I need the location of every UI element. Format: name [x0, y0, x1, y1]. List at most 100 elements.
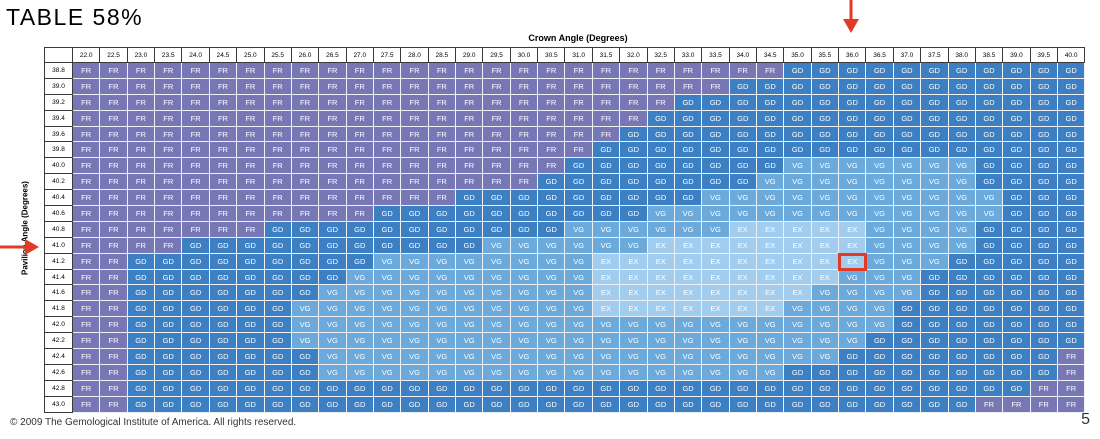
- grade-cell: GD: [264, 285, 292, 302]
- grade-cell: FR: [100, 174, 128, 191]
- grade-cell: VG: [756, 206, 785, 222]
- crown-angle-header: 23.5: [155, 48, 183, 63]
- grade-cell: VG: [428, 349, 457, 365]
- grade-cell: FR: [291, 142, 320, 159]
- grade-cell: GD: [291, 221, 320, 238]
- grade-cell: FR: [264, 94, 292, 111]
- grade-cell: GD: [1003, 333, 1031, 350]
- grade-cell: GD: [948, 126, 976, 143]
- grade-cell: FR: [100, 142, 128, 159]
- grade-cell: EX: [592, 285, 621, 302]
- grade-cell: GD: [182, 269, 210, 286]
- grade-cell: FR: [209, 190, 238, 207]
- grade-cell: GD: [893, 396, 922, 413]
- grade-cell: VG: [483, 237, 511, 254]
- grade-cell: FR: [428, 190, 457, 207]
- grade-cell: FR: [456, 142, 484, 159]
- grade-cell: VG: [921, 174, 949, 191]
- grade-cell: EX: [620, 253, 648, 270]
- grade-cell: EX: [784, 237, 812, 254]
- grade-cell: FR: [538, 110, 566, 127]
- grade-cell: VG: [784, 190, 812, 207]
- grade-cell: VG: [893, 190, 922, 207]
- grade-cell: EX: [647, 237, 675, 254]
- grade-cell: VG: [373, 285, 402, 302]
- grade-cell: GD: [428, 221, 457, 238]
- grade-cell: GD: [373, 380, 402, 397]
- grade-cell: GD: [729, 78, 757, 95]
- grade-cell: GD: [729, 110, 757, 127]
- grade-cell: GD: [592, 158, 621, 175]
- grade-cell: VG: [319, 301, 347, 318]
- grade-cell: FR: [565, 142, 593, 159]
- grade-cell: GD: [237, 253, 265, 270]
- grade-cell: VG: [510, 253, 539, 270]
- grade-cell: GD: [620, 142, 648, 159]
- grade-cell: EX: [729, 221, 757, 238]
- grade-cell: GD: [948, 380, 976, 397]
- grade-cell: VG: [346, 317, 374, 334]
- grade-cell: VG: [483, 317, 511, 334]
- grade-cell: VG: [483, 269, 511, 286]
- grade-cell: FR: [264, 174, 292, 191]
- grade-cell: FR: [428, 142, 457, 159]
- grade-cell: VG: [373, 317, 402, 334]
- grade-cell: GD: [155, 364, 183, 381]
- grade-cell: VG: [346, 349, 374, 365]
- grade-cell: VG: [428, 364, 457, 381]
- grade-cell: FR: [401, 174, 429, 191]
- grade-cell: GD: [1030, 221, 1058, 238]
- crown-angle-header: 24.0: [182, 48, 210, 63]
- grade-cell: FR: [155, 174, 183, 191]
- grade-cell: FR: [209, 221, 238, 238]
- grade-cell: GD: [346, 237, 374, 254]
- grade-cell: VG: [456, 301, 484, 318]
- grade-cell: GD: [975, 333, 1004, 350]
- grade-cell: GD: [811, 396, 840, 413]
- grade-cell: GD: [1003, 349, 1031, 365]
- grade-cell: FR: [319, 190, 347, 207]
- grade-cell: GD: [784, 380, 812, 397]
- grade-cell: FR: [264, 110, 292, 127]
- grade-cell: GD: [1030, 301, 1058, 318]
- grade-cell: GD: [620, 396, 648, 413]
- grade-cell: FR: [647, 78, 675, 95]
- crown-angle-header: 30.0: [510, 48, 539, 63]
- grade-cell: GD: [702, 126, 730, 143]
- grade-cell: GD: [565, 206, 593, 222]
- grade-cell: GD: [975, 63, 1004, 79]
- grade-cell: GD: [921, 317, 949, 334]
- grade-cell: VG: [483, 285, 511, 302]
- grade-cell: FR: [73, 142, 101, 159]
- grade-cell: FR: [702, 78, 730, 95]
- grade-cell: GD: [729, 396, 757, 413]
- grade-cell: FR: [182, 158, 210, 175]
- grade-cell: GD: [264, 269, 292, 286]
- grade-cell: GD: [319, 221, 347, 238]
- grade-cell: GD: [237, 301, 265, 318]
- grade-cell: GD: [756, 142, 785, 159]
- grade-cell: VG: [839, 285, 867, 302]
- page-number: 5: [1081, 411, 1090, 428]
- grade-cell: VG: [373, 269, 402, 286]
- grade-cell: FR: [100, 110, 128, 127]
- pavilion-angle-header: 41.8: [45, 301, 73, 318]
- grade-cell: GD: [1057, 63, 1086, 79]
- grade-cell: EX: [620, 301, 648, 318]
- grade-cell: FR: [100, 380, 128, 397]
- grade-cell: VG: [756, 364, 785, 381]
- grade-cell: GD: [565, 158, 593, 175]
- grade-cell: VG: [483, 349, 511, 365]
- grade-cell: VG: [839, 206, 867, 222]
- grade-cell: VG: [866, 190, 894, 207]
- grade-cell: FR: [73, 206, 101, 222]
- grade-cell: VG: [620, 221, 648, 238]
- grade-cell: EX: [811, 253, 840, 270]
- grade-cell: VG: [893, 206, 922, 222]
- grade-cell: GD: [1003, 269, 1031, 286]
- grade-cell: VG: [756, 333, 785, 350]
- grade-cell: EX: [647, 269, 675, 286]
- grade-cell: EX: [756, 221, 785, 238]
- grade-cell: FR: [100, 221, 128, 238]
- grade-cell: FR: [73, 380, 101, 397]
